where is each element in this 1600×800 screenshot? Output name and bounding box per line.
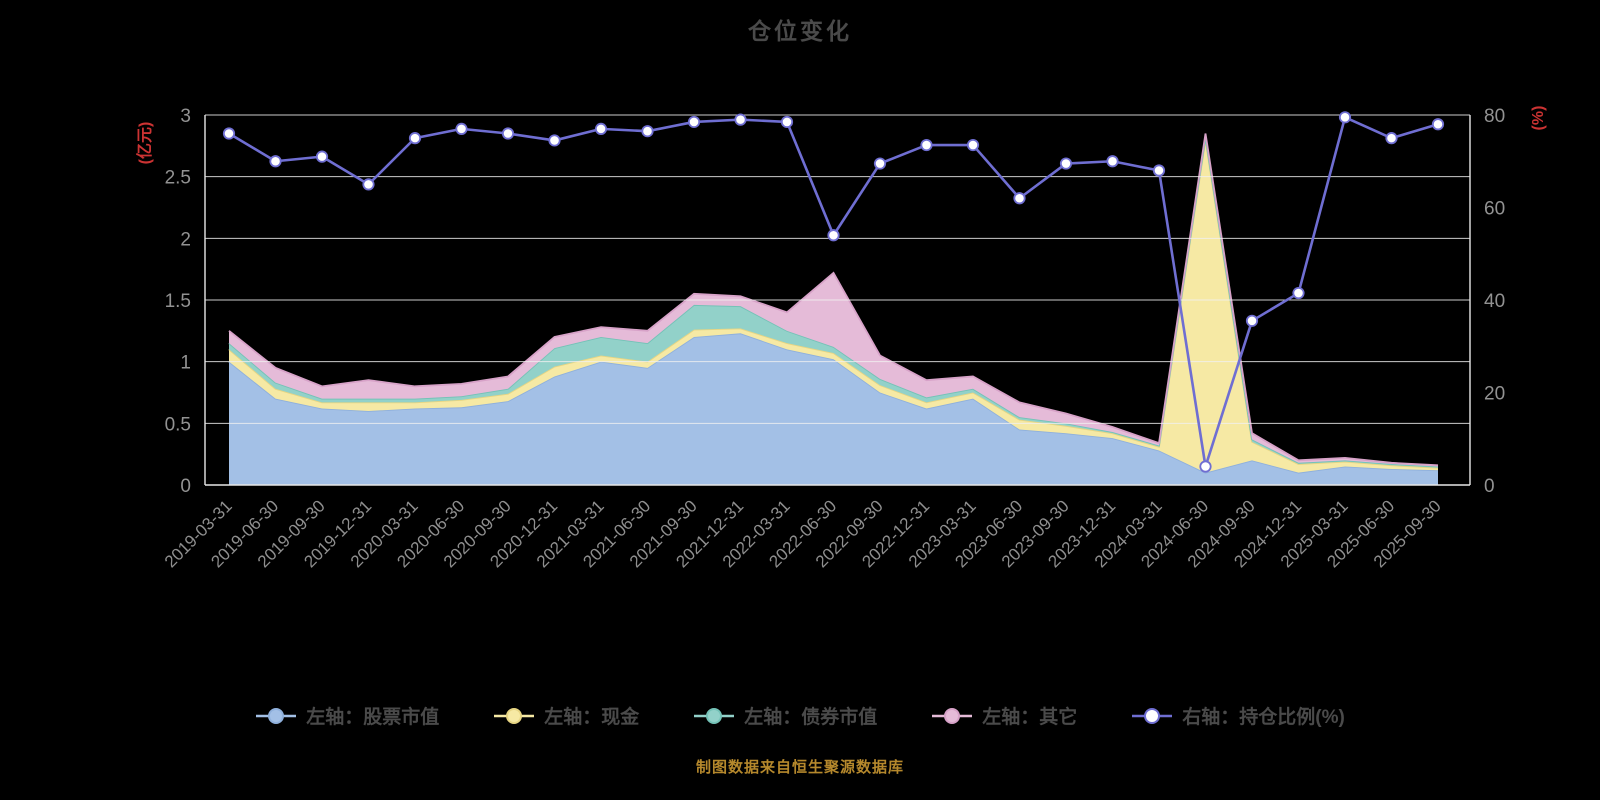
y-axis-left-labels: 0 0.5 1 1.5 2 2.5 3 <box>165 106 191 497</box>
legend-marker-icon <box>494 707 535 724</box>
svg-text:0.5: 0.5 <box>165 414 191 435</box>
svg-text:1.5: 1.5 <box>165 291 191 312</box>
x-axis-labels: 2019-03-312019-06-302019-09-302019-12-31… <box>161 496 1445 571</box>
legend-label: 左轴：债券市值 <box>744 707 878 728</box>
svg-text:40: 40 <box>1484 291 1505 312</box>
svg-text:0: 0 <box>1484 476 1495 497</box>
right-axis-unit-label: (%) <box>1530 106 1547 131</box>
svg-text:2.5: 2.5 <box>165 168 191 189</box>
legend-item-bond-value[interactable]: 左轴：债券市值 <box>693 702 877 729</box>
legend-item-cash[interactable]: 左轴：现金 <box>493 702 639 729</box>
svg-text:0: 0 <box>180 476 191 497</box>
svg-text:20: 20 <box>1484 384 1505 405</box>
legend-item-other[interactable]: 左轴：其它 <box>931 702 1077 729</box>
legend-label: 左轴：现金 <box>544 707 640 728</box>
legend-label: 右轴：持仓比例(%) <box>1182 707 1345 728</box>
legend-item-position-ratio[interactable]: 右轴：持仓比例(%) <box>1131 702 1345 729</box>
ratio-line-markers <box>222 111 1445 473</box>
left-axis-unit-label: (亿元) <box>135 122 154 165</box>
legend-marker-icon <box>256 707 297 724</box>
svg-text:60: 60 <box>1484 199 1505 220</box>
legend-marker-icon <box>932 707 973 724</box>
data-source-note: 制图数据来自恒生聚源数据库 <box>695 759 904 776</box>
chart-legend: 左轴：股票市值 左轴：现金 左轴：债券市值 左轴：其它 右轴：持仓比例(%) <box>0 702 1600 729</box>
legend-label: 左轴：其它 <box>982 707 1078 728</box>
legend-marker-icon <box>694 707 735 724</box>
y-axis-right-labels: 0 20 40 60 80 <box>1484 106 1505 497</box>
legend-marker-icon <box>1132 707 1173 724</box>
svg-text:1: 1 <box>180 353 191 374</box>
legend-item-stock-value[interactable]: 左轴：股票市值 <box>255 702 439 729</box>
svg-text:80: 80 <box>1484 106 1505 127</box>
svg-text:2: 2 <box>180 229 191 250</box>
svg-text:3: 3 <box>180 106 191 127</box>
legend-label: 左轴：股票市值 <box>306 707 440 728</box>
chart-title: 仓位变化 <box>748 18 852 44</box>
axis-lines <box>204 115 1471 486</box>
